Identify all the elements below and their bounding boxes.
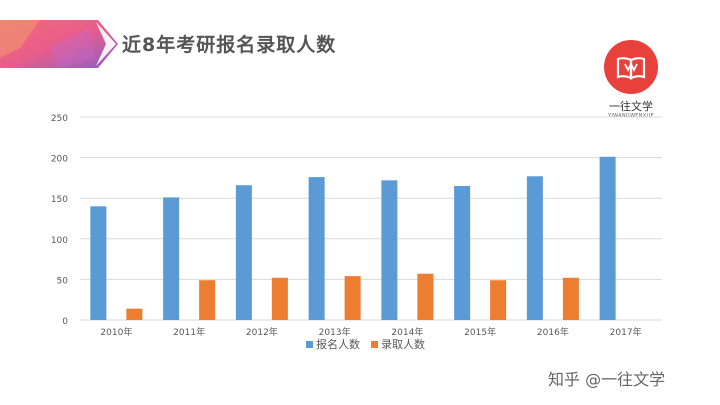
bar-admit: [199, 280, 216, 320]
x-tick-label: 2013年: [319, 326, 351, 338]
bar-apply: [526, 176, 543, 320]
x-tick-label: 2016年: [537, 326, 569, 338]
bars: [90, 156, 616, 320]
bar-apply: [381, 180, 398, 320]
watermark: 知乎 @一往文学: [548, 370, 666, 389]
x-tick-label: 2012年: [246, 326, 278, 338]
legend-label: 报名人数: [316, 337, 360, 351]
x-tick-label: 2015年: [464, 326, 496, 338]
bar-apply: [163, 197, 180, 320]
bar-apply: [90, 206, 107, 320]
y-tick-label: 100: [51, 236, 68, 246]
y-tick-label: 50: [57, 276, 69, 286]
bar-apply: [235, 185, 252, 320]
slide-title: 近8年考研报名录取人数: [122, 34, 337, 56]
x-tick-label: 2011年: [173, 326, 205, 338]
x-tick-label: 2014年: [391, 326, 423, 338]
bar-admit: [126, 308, 143, 320]
bar-apply: [454, 186, 471, 320]
y-tick-label: 0: [62, 317, 68, 327]
title-banner-decoration: [0, 20, 118, 68]
legend: 报名人数 录取人数: [306, 337, 425, 351]
y-tick-label: 200: [51, 155, 68, 165]
y-tick-label: 150: [51, 195, 68, 205]
x-tick-label: 2017年: [610, 326, 642, 338]
bar-admit: [490, 280, 507, 320]
y-tick-label: 250: [51, 114, 68, 124]
logo-name: 一往文学: [609, 100, 653, 113]
bar-apply: [599, 156, 616, 320]
brand-logo: 一往文学 YIWANGWENXUE: [598, 38, 664, 122]
legend-swatch-admit: [371, 341, 378, 348]
x-axis-ticks: 2010年 2011年 2012年 2013年 2014年 2015年 2016年 2017年: [100, 326, 641, 338]
book-logo-icon: [604, 40, 658, 94]
bar-admit: [417, 273, 434, 320]
logo-subtitle: YIWANGWENXUE: [608, 113, 654, 119]
bar-admit: [344, 276, 361, 320]
bar-admit: [562, 277, 579, 320]
legend-label: 录取人数: [381, 338, 425, 351]
y-axis-ticks: 0 50 100 150 200 250: [51, 114, 68, 327]
legend-swatch-apply: [306, 341, 313, 348]
x-tick-label: 2010年: [100, 326, 132, 338]
bar-admit: [271, 277, 288, 320]
bar-apply: [308, 177, 325, 320]
